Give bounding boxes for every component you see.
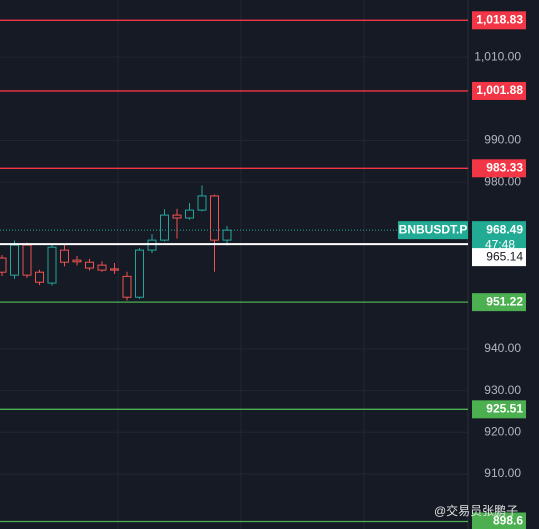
price-level-tag	[472, 512, 526, 529]
price-level-tag	[472, 293, 526, 312]
candle-body	[222, 229, 232, 241]
price-level-tag	[472, 400, 526, 419]
countdown: 47:48	[485, 237, 515, 251]
candle-body	[72, 259, 82, 263]
watermark: @交易员张鹏子	[434, 503, 518, 518]
candle-body	[0, 257, 7, 273]
candle-body	[10, 244, 19, 276]
symbol-label: BNBUSDT.P	[399, 222, 468, 236]
price-level-label: 925.51	[486, 401, 523, 415]
price-level-tag	[472, 11, 526, 30]
candle-body	[185, 209, 194, 219]
price-level-label: 1,018.83	[476, 12, 523, 26]
price-level-label: 898.6	[493, 514, 523, 528]
candle-body	[172, 214, 182, 219]
price-level-tag	[472, 81, 526, 100]
price-level-label: 951.22	[486, 294, 523, 308]
candle-body	[122, 275, 132, 298]
candle-body	[97, 264, 107, 271]
price-level-label: 983.33	[486, 160, 523, 174]
candle-body	[197, 195, 207, 211]
candle-body	[22, 244, 32, 276]
candle-body	[160, 214, 169, 241]
y-tick-label: 940.00	[484, 341, 521, 355]
mark-price-label: 965.14	[486, 249, 523, 263]
price-level-label: 1,001.88	[476, 83, 523, 97]
price-level-tag	[472, 159, 526, 178]
last-price-label: 968.49	[486, 222, 523, 236]
candle-body	[35, 271, 44, 283]
candle-body	[147, 239, 157, 251]
y-tick-label: 980.00	[484, 174, 521, 188]
candle-body	[47, 246, 57, 284]
y-tick-label: 930.00	[484, 383, 521, 397]
mark-price-tag	[472, 248, 526, 267]
y-tick-label: 910.00	[484, 466, 521, 480]
candle-body	[60, 249, 69, 263]
y-tick-label: 1,010.00	[474, 49, 521, 63]
candle-body	[210, 195, 219, 241]
candle-body	[135, 249, 144, 298]
candle-body	[85, 261, 94, 269]
symbol-tag	[398, 221, 468, 240]
candle-body	[110, 268, 119, 271]
y-tick-label: 990.00	[484, 133, 521, 147]
y-tick-label: 920.00	[484, 424, 521, 438]
